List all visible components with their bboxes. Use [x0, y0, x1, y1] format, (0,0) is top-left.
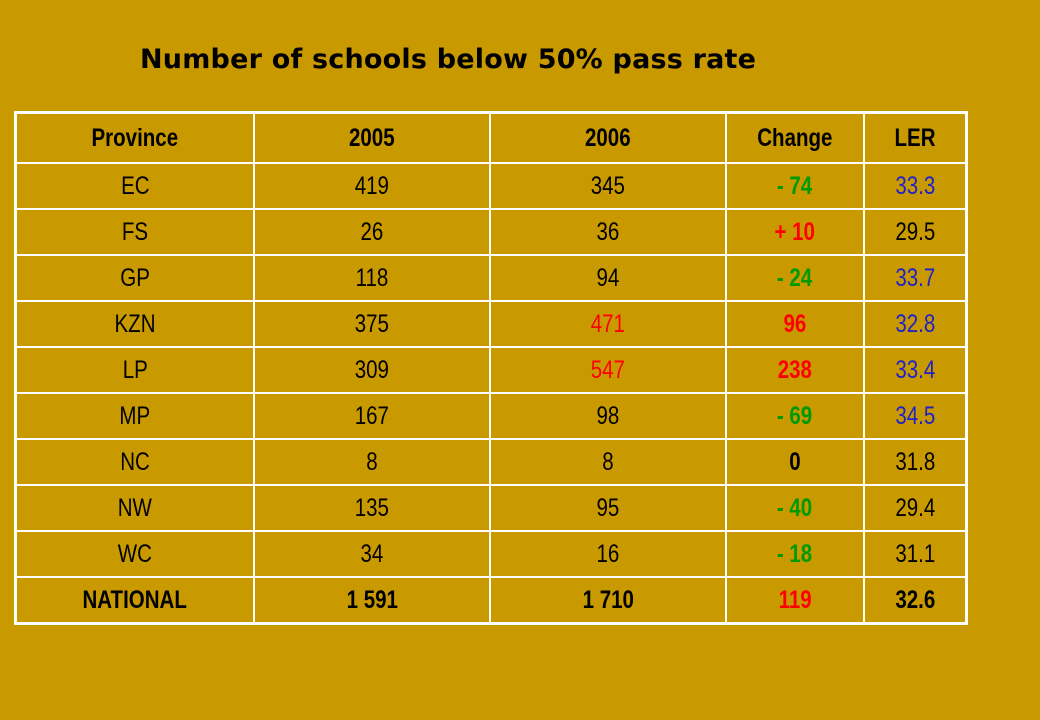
- cell-ler: 29.4: [863, 484, 968, 532]
- cell-2006: 98: [489, 392, 727, 440]
- cell-2006: 36: [489, 208, 727, 256]
- cell-province: FS: [14, 208, 255, 256]
- cell-province: GP: [14, 254, 255, 302]
- table-header-row: Province 2005 2006 Change LER: [14, 111, 968, 164]
- table-row: KZN 375 471 96 32.8: [14, 300, 968, 348]
- cell-ler: 33.7: [863, 254, 968, 302]
- cell-ler: 32.8: [863, 300, 968, 348]
- table-row: NW 135 95 - 40 29.4: [14, 484, 968, 532]
- cell-change: 0: [725, 438, 865, 486]
- cell-2006: 16: [489, 530, 727, 578]
- cell-province: NATIONAL: [14, 576, 255, 625]
- cell-province: WC: [14, 530, 255, 578]
- cell-province: NW: [14, 484, 255, 532]
- header-2006: 2006: [489, 111, 727, 164]
- table-row: FS 26 36 + 10 29.5: [14, 208, 968, 256]
- cell-change: + 10: [725, 208, 865, 256]
- table-row: WC 34 16 - 18 31.1: [14, 530, 968, 578]
- header-ler: LER: [863, 111, 968, 164]
- cell-ler: 31.1: [863, 530, 968, 578]
- header-province: Province: [14, 111, 255, 164]
- cell-change: - 24: [725, 254, 865, 302]
- cell-change: - 74: [725, 162, 865, 210]
- cell-2006: 8: [489, 438, 727, 486]
- cell-ler: 33.4: [863, 346, 968, 394]
- cell-change: - 40: [725, 484, 865, 532]
- cell-2005: 118: [253, 254, 491, 302]
- cell-2005: 8: [253, 438, 491, 486]
- table-row: EC 419 345 - 74 33.3: [14, 162, 968, 210]
- cell-province: NC: [14, 438, 255, 486]
- cell-ler: 29.5: [863, 208, 968, 256]
- cell-2005: 375: [253, 300, 491, 348]
- cell-change: 96: [725, 300, 865, 348]
- cell-2005: 309: [253, 346, 491, 394]
- cell-province: LP: [14, 346, 255, 394]
- header-2005: 2005: [253, 111, 491, 164]
- cell-change: - 69: [725, 392, 865, 440]
- cell-2005: 419: [253, 162, 491, 210]
- cell-province: EC: [14, 162, 255, 210]
- table-row: LP 309 547 238 33.4: [14, 346, 968, 394]
- cell-2005: 34: [253, 530, 491, 578]
- table-row-total: NATIONAL 1 591 1 710 119 32.6: [14, 576, 968, 625]
- cell-province: MP: [14, 392, 255, 440]
- cell-province: KZN: [14, 300, 255, 348]
- schools-table: Province 2005 2006 Change LER EC 419 345…: [14, 111, 968, 625]
- cell-2005: 26: [253, 208, 491, 256]
- cell-change: 238: [725, 346, 865, 394]
- table-row: NC 8 8 0 31.8: [14, 438, 968, 486]
- table-row: MP 167 98 - 69 34.5: [14, 392, 968, 440]
- cell-2006: 94: [489, 254, 727, 302]
- header-change: Change: [725, 111, 865, 164]
- cell-2005: 135: [253, 484, 491, 532]
- cell-2006: 345: [489, 162, 727, 210]
- cell-change: - 18: [725, 530, 865, 578]
- cell-2005: 167: [253, 392, 491, 440]
- cell-ler: 32.6: [863, 576, 968, 625]
- page-title: Number of schools below 50% pass rate: [140, 44, 757, 75]
- cell-2006: 471: [489, 300, 727, 348]
- table-row: GP 118 94 - 24 33.7: [14, 254, 968, 302]
- cell-ler: 34.5: [863, 392, 968, 440]
- cell-ler: 33.3: [863, 162, 968, 210]
- cell-ler: 31.8: [863, 438, 968, 486]
- cell-change: 119: [725, 576, 865, 625]
- cell-2006: 95: [489, 484, 727, 532]
- cell-2006: 1 710: [489, 576, 727, 625]
- cell-2005: 1 591: [253, 576, 491, 625]
- cell-2006: 547: [489, 346, 727, 394]
